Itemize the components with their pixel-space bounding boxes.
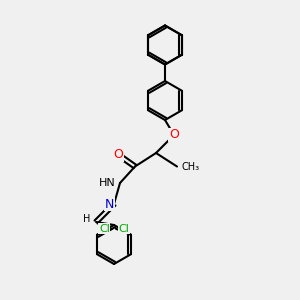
Text: H: H (83, 214, 91, 224)
Text: N: N (105, 197, 114, 211)
Text: Cl: Cl (118, 224, 129, 234)
Text: O: O (114, 148, 123, 161)
Text: Cl: Cl (99, 224, 110, 234)
Text: CH₃: CH₃ (182, 161, 200, 172)
Text: O: O (169, 128, 179, 142)
Text: HN: HN (99, 178, 116, 188)
